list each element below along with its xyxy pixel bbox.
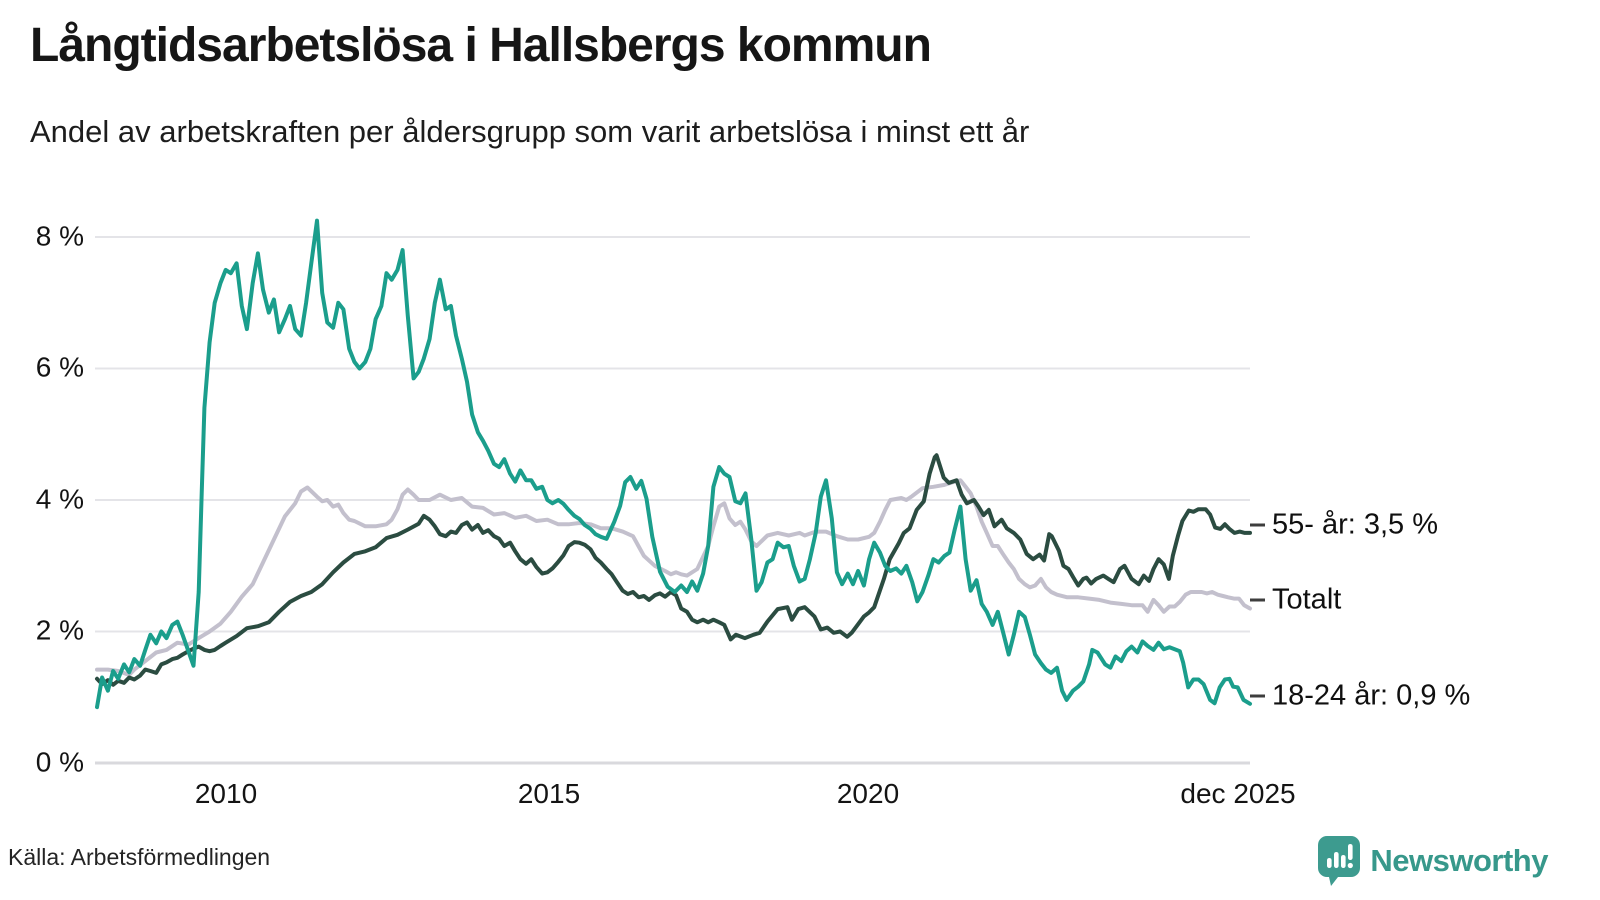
y-tick-2: 2 % <box>35 614 84 646</box>
y-tick-8: 8 % <box>35 220 84 252</box>
series-line-18-24 år <box>95 218 1252 710</box>
y-tick-6: 6 % <box>35 351 84 383</box>
label-dash <box>1250 523 1265 527</box>
label-dash <box>1250 694 1265 698</box>
series-line-Totalt <box>95 478 1252 677</box>
page-title: Långtidsarbetslösa i Hallsbergs kommun <box>30 19 932 72</box>
x-tick-2015: 2015 <box>517 778 581 809</box>
newsworthy-branding: Newsworthy <box>1318 836 1548 886</box>
newsworthy-wordmark: Newsworthy <box>1370 843 1548 878</box>
chart-subtitle: Andel av arbetskraften per åldersgrupp s… <box>30 114 1030 149</box>
y-tick-4: 4 % <box>35 483 84 515</box>
series-line-55- år <box>95 453 1252 687</box>
newsworthy-logo-icon <box>1318 836 1361 886</box>
x-tick-2020: 2020 <box>836 778 900 809</box>
series-label-18-24: 18-24 år: 0,9 % <box>1250 679 1470 712</box>
series-label-totalt: Totalt <box>1250 584 1341 617</box>
y-tick-0: 0 % <box>35 746 84 778</box>
x-tick-2010: 2010 <box>194 778 258 809</box>
series-label-55-plus: 55- år: 3,5 % <box>1250 508 1438 541</box>
source-note: Källa: Arbetsförmedlingen <box>8 844 271 870</box>
x-tick-dec-2025: dec 2025 <box>1180 778 1296 809</box>
label-dash <box>1250 598 1265 602</box>
